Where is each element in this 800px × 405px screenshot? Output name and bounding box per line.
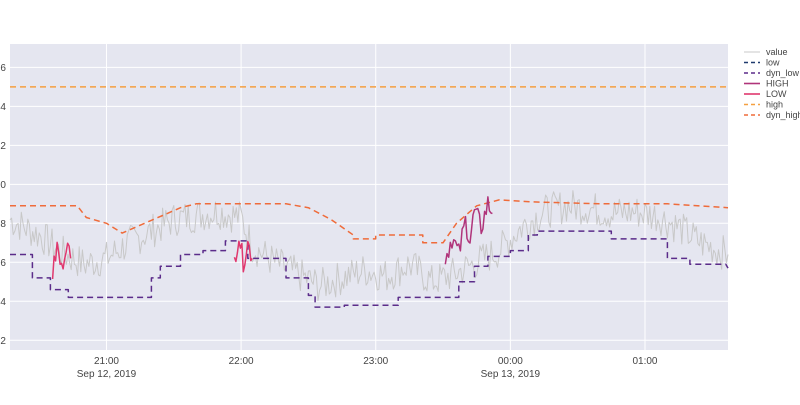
x-tick-label: 21:00 bbox=[94, 356, 119, 367]
series-line-low bbox=[51, 241, 72, 280]
legend-item-high[interactable]: high bbox=[744, 100, 783, 110]
series-line-low bbox=[233, 240, 253, 273]
legend-item-low[interactable]: LOW bbox=[744, 89, 787, 99]
series-line-high bbox=[444, 196, 493, 265]
series-group bbox=[9, 86, 729, 308]
y-tick-label: 80 bbox=[0, 180, 6, 191]
legend-item-value[interactable]: value bbox=[744, 47, 788, 57]
y-tick-label: 78 bbox=[0, 219, 6, 230]
x-tick-sublabel: Sep 12, 2019 bbox=[77, 369, 137, 380]
x-tick-sublabel: Sep 13, 2019 bbox=[481, 369, 541, 380]
series-line-value bbox=[9, 190, 729, 302]
y-tick-label: 74 bbox=[0, 297, 6, 308]
x-tick-label: 00:00 bbox=[498, 356, 523, 367]
legend-label: value bbox=[766, 47, 788, 57]
legend-item-low[interactable]: low bbox=[744, 58, 780, 68]
legend-label: dyn_low bbox=[766, 68, 800, 78]
legend-item-high[interactable]: HIGH bbox=[744, 79, 789, 89]
series-line-dyn-low bbox=[10, 230, 729, 308]
x-tick-label: 01:00 bbox=[632, 356, 657, 367]
y-tick-label: 84 bbox=[0, 102, 6, 113]
legend-label: dyn_high bbox=[766, 110, 800, 120]
legend-item-dyn-low[interactable]: dyn_low bbox=[744, 68, 800, 78]
y-tick-label: 72 bbox=[0, 336, 6, 347]
legend-label: high bbox=[766, 100, 783, 110]
legend-label: LOW bbox=[766, 89, 787, 99]
axes: 72 74 76 78 80 82 84 86 21:00 Sep 12, 2019 22:00 23… bbox=[0, 63, 658, 380]
grid bbox=[10, 44, 728, 350]
y-tick-label: 76 bbox=[0, 258, 6, 269]
x-tick-label: 23:00 bbox=[363, 356, 388, 367]
legend-item-dyn-high[interactable]: dyn_high bbox=[744, 110, 800, 120]
y-tick-label: 86 bbox=[0, 63, 6, 74]
x-tick-label: 22:00 bbox=[229, 356, 254, 367]
y-tick-label: 82 bbox=[0, 141, 6, 152]
plot-background bbox=[10, 44, 728, 350]
legend-label: low bbox=[766, 58, 780, 68]
legend-label: HIGH bbox=[766, 79, 789, 89]
